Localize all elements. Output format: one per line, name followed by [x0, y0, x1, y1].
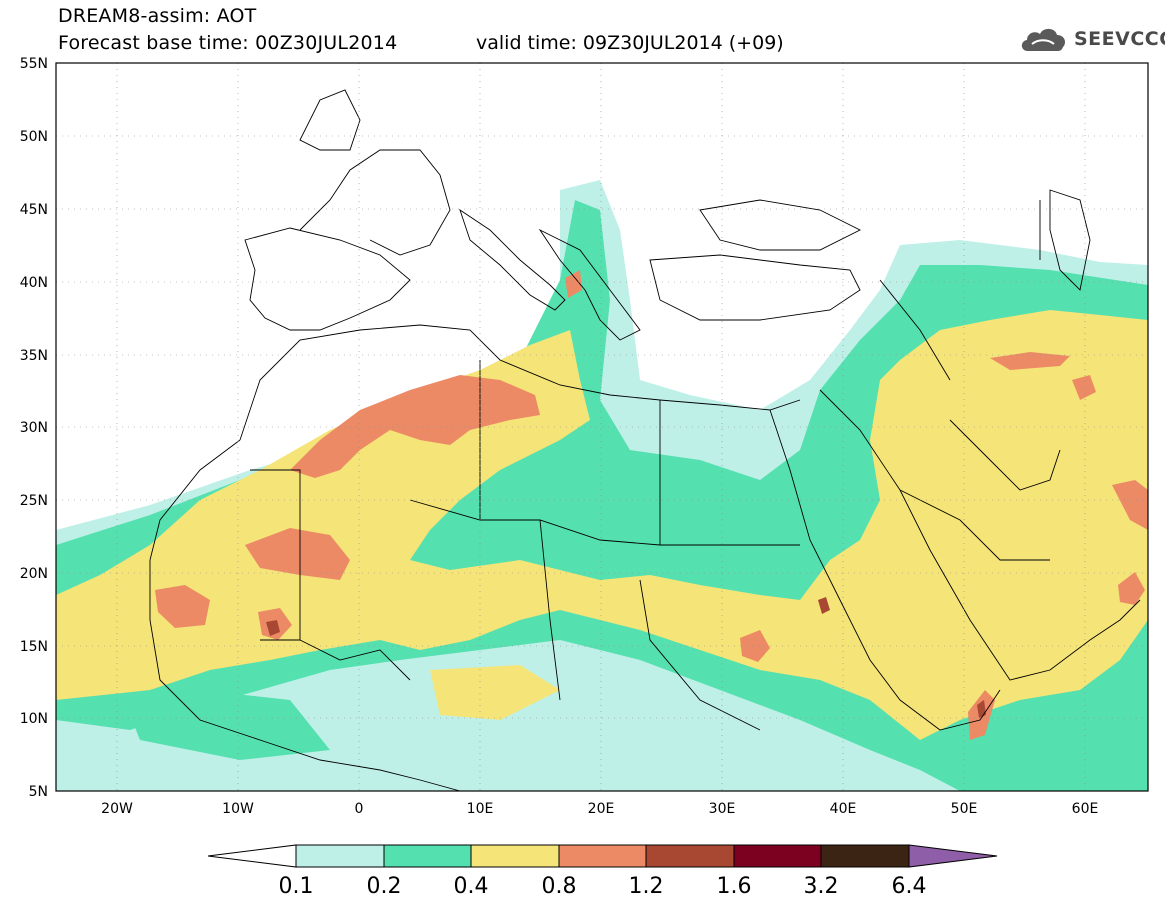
cloud-icon: [1021, 28, 1065, 51]
lat-label: 25N: [20, 493, 48, 509]
colorbar-label: 6.4: [892, 874, 927, 899]
lon-label: 0: [355, 801, 364, 817]
graticule: [56, 63, 1148, 791]
lon-label: 60E: [1072, 801, 1099, 817]
lon-label: 50E: [951, 801, 978, 817]
map-frame: [55, 62, 1149, 792]
lat-label: 20N: [20, 566, 48, 582]
colorbar-label: 0.8: [542, 874, 577, 899]
lon-label: 40E: [830, 801, 857, 817]
colorbar-label: 1.2: [629, 874, 664, 899]
lat-label: 5N: [29, 784, 48, 800]
logo-text: SEEVCCC: [1074, 28, 1165, 50]
forecast-base-time: Forecast base time: 00Z30JUL2014: [58, 32, 398, 54]
aot-band-0-4: [56, 310, 1148, 740]
lat-label: 35N: [20, 348, 48, 364]
map-title: DREAM8-assim: AOT: [58, 5, 257, 27]
lon-label: 10E: [467, 801, 494, 817]
valid-time: valid time: 09Z30JUL2014 (+09): [476, 32, 784, 54]
latitude-axis: 55N 50N 45N 40N 35N 30N 25N 20N 15N 10N …: [20, 56, 48, 800]
colorbar-label: 0.1: [279, 874, 314, 899]
colorbar-segment: [207, 844, 297, 868]
aot-band-1-2: [266, 597, 986, 718]
colorbar-segment: [295, 844, 385, 868]
lat-label: 10N: [20, 711, 48, 727]
lat-label: 15N: [20, 639, 48, 655]
aot-field: [56, 63, 1148, 791]
lon-label: 20E: [588, 801, 615, 817]
colorbar-segment: [558, 844, 647, 868]
colorbar-label: 0.4: [454, 874, 489, 899]
colorbar-segment: [645, 844, 735, 868]
lon-label: 30E: [709, 801, 736, 817]
colorbar-segment: [908, 844, 998, 868]
lat-label: 45N: [20, 202, 48, 218]
longitude-axis: 20W 10W 0 10E 20E 30E 40E 50E 60E: [101, 801, 1098, 817]
lon-label: 10W: [222, 801, 254, 817]
colorbar-label: 0.2: [367, 874, 402, 899]
colorbar-segment: [733, 844, 822, 868]
lat-label: 50N: [20, 129, 48, 145]
colorbar-label: 1.6: [717, 874, 752, 899]
lat-label: 40N: [20, 275, 48, 291]
colorbar-label: 3.2: [804, 874, 839, 899]
lat-label: 30N: [20, 420, 48, 436]
lon-label: 20W: [101, 801, 133, 817]
colorbar-segment: [383, 844, 472, 868]
lat-label: 55N: [20, 56, 48, 72]
colorbar-segment: [820, 844, 910, 868]
aot-band-0-8: [155, 270, 1148, 740]
seevccc-logo: SEEVCCC: [1018, 23, 1165, 55]
colorbar: 0.1 0.2 0.4 0.8 1.2 1.6 3.2 6.4: [207, 844, 998, 899]
colorbar-segment: [470, 844, 560, 868]
